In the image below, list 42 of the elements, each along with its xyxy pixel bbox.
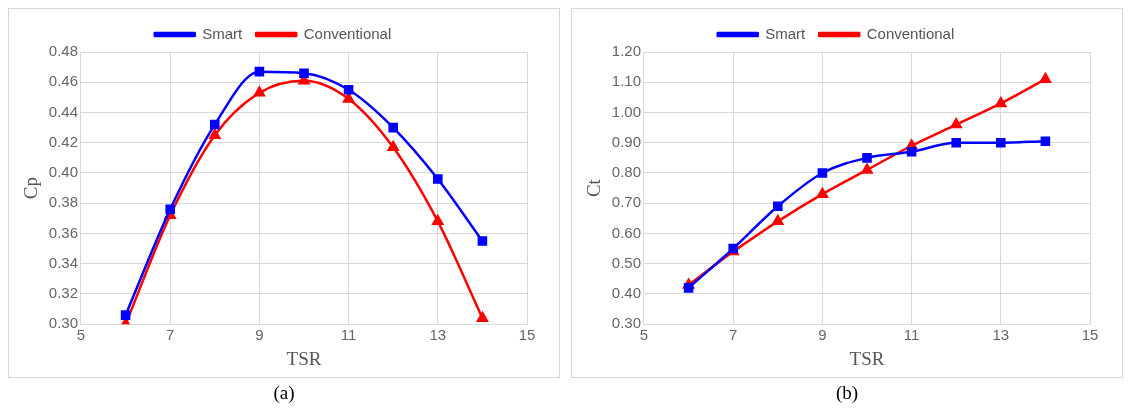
- y-tick-label: 0.40: [611, 284, 641, 302]
- y-tick-label: 0.46: [48, 72, 78, 90]
- x-tick-label: 7: [729, 326, 738, 344]
- y-tick-label: 0.30: [48, 314, 78, 332]
- y-tick-label: 0.34: [48, 253, 78, 271]
- legend-label: Conventional: [866, 24, 955, 42]
- x-tick-label: 13: [429, 326, 447, 344]
- y-tick-label: 0.30: [611, 314, 641, 332]
- y-tick-label: 1.10: [611, 72, 641, 90]
- y-tick-label: 1.00: [611, 102, 641, 120]
- y-tick-label: 0.60: [611, 223, 641, 241]
- y-tick-label: 0.32: [48, 284, 78, 302]
- y-tick-label: 0.42: [48, 132, 78, 150]
- x-tick-label: 9: [255, 326, 264, 344]
- x-tick-label: 5: [639, 326, 649, 344]
- x-tick-label: 5: [76, 326, 86, 344]
- y-tick-label: 0.48: [48, 42, 78, 60]
- x-tick-label: 7: [166, 326, 175, 344]
- y-tick-label: 0.90: [611, 132, 641, 150]
- x-axis-title: TSR: [849, 347, 885, 369]
- y-axis-title: Cp: [20, 177, 42, 200]
- y-tick-label: 0.70: [611, 193, 641, 211]
- x-axis-title: TSR: [286, 347, 322, 369]
- x-tick-label: 11: [340, 326, 357, 344]
- legend-label: Conventional: [303, 24, 392, 42]
- legend-label: Smart: [765, 24, 807, 42]
- x-tick-label: 11: [903, 326, 920, 344]
- y-tick-label: 0.36: [48, 223, 78, 241]
- y-tick-label: 1.20: [611, 42, 641, 60]
- x-tick-label: 15: [518, 326, 536, 344]
- x-tick-label: 15: [1081, 326, 1099, 344]
- y-axis-title: Ct: [583, 178, 605, 198]
- y-tick-label: 0.40: [48, 163, 78, 181]
- x-tick-label: 13: [992, 326, 1010, 344]
- text: (b): [835, 382, 859, 404]
- y-tick-label: 0.38: [48, 193, 78, 211]
- legend-label: Smart: [202, 24, 244, 42]
- x-tick-label: 9: [818, 326, 827, 344]
- y-tick-label: 0.50: [611, 253, 641, 271]
- y-tick-label: 0.44: [48, 102, 78, 120]
- text: (a): [273, 382, 295, 404]
- y-tick-label: 0.80: [611, 163, 641, 181]
